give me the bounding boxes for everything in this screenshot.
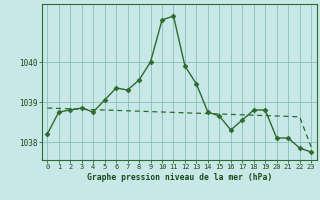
X-axis label: Graphe pression niveau de la mer (hPa): Graphe pression niveau de la mer (hPa) (87, 173, 272, 182)
